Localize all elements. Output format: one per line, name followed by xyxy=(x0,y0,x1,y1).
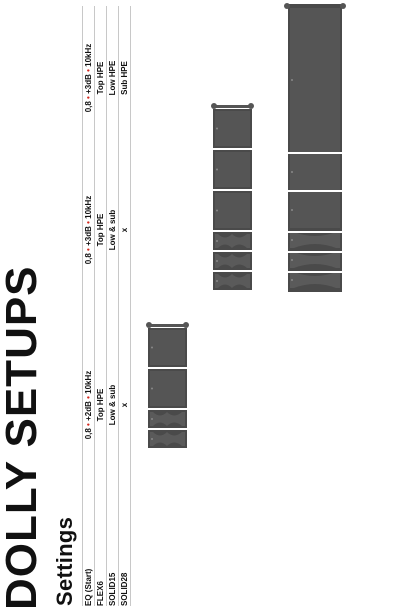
setup3-speaker-stack xyxy=(284,3,346,292)
setup1-speaker-stack xyxy=(146,322,189,448)
setup2-speaker-stack xyxy=(211,103,254,290)
